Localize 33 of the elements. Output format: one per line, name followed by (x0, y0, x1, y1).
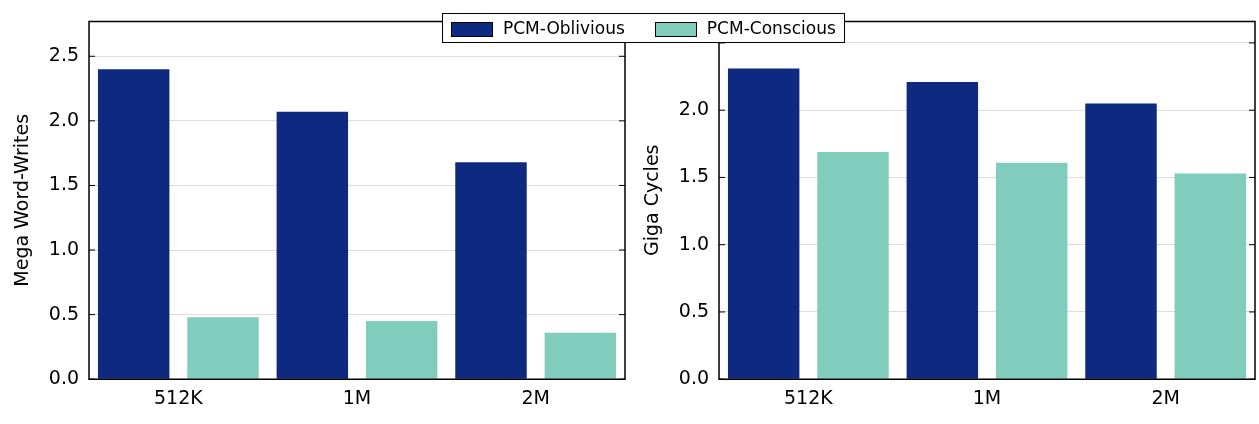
bar (187, 317, 259, 379)
x-tick-label: 1M (342, 385, 372, 408)
x-tick-label: 1M (972, 385, 1002, 408)
y-tick-label: 1.0 (678, 231, 710, 254)
bar (727, 68, 800, 379)
y-axis-title: Mega Word-Writes (10, 113, 33, 287)
bar (1085, 103, 1157, 379)
y-tick-label: 0.5 (678, 298, 710, 321)
bar (365, 321, 438, 379)
x-tick-label: 512K (783, 385, 834, 408)
bar (97, 69, 170, 379)
y-axis-title: Giga Cycles (640, 144, 663, 257)
y-tick-label: 0.0 (48, 366, 80, 389)
y-tick-label: 1.5 (678, 164, 710, 187)
bar (1174, 173, 1247, 379)
bar (455, 162, 527, 379)
y-tick-label: 0.0 (678, 366, 710, 389)
legend-label: PCM-Conscious (705, 18, 836, 38)
y-tick-label: 2.0 (48, 107, 80, 130)
bar (906, 81, 979, 379)
y-tick-label: 0.5 (48, 301, 80, 324)
y-tick-label: 2.0 (678, 97, 710, 120)
legend-label: PCM-Oblivious (502, 18, 625, 38)
y-tick-label: 2.5 (48, 43, 80, 66)
x-tick-label: 2M (521, 385, 550, 408)
x-tick-label: 2M (1151, 385, 1180, 408)
y-tick-label: 1.0 (48, 236, 80, 259)
bar (995, 162, 1068, 379)
bar (276, 111, 349, 379)
y-tick-label: 1.5 (48, 172, 80, 195)
bar (544, 332, 617, 379)
bar (817, 151, 889, 379)
x-tick-label: 512K (153, 385, 204, 408)
